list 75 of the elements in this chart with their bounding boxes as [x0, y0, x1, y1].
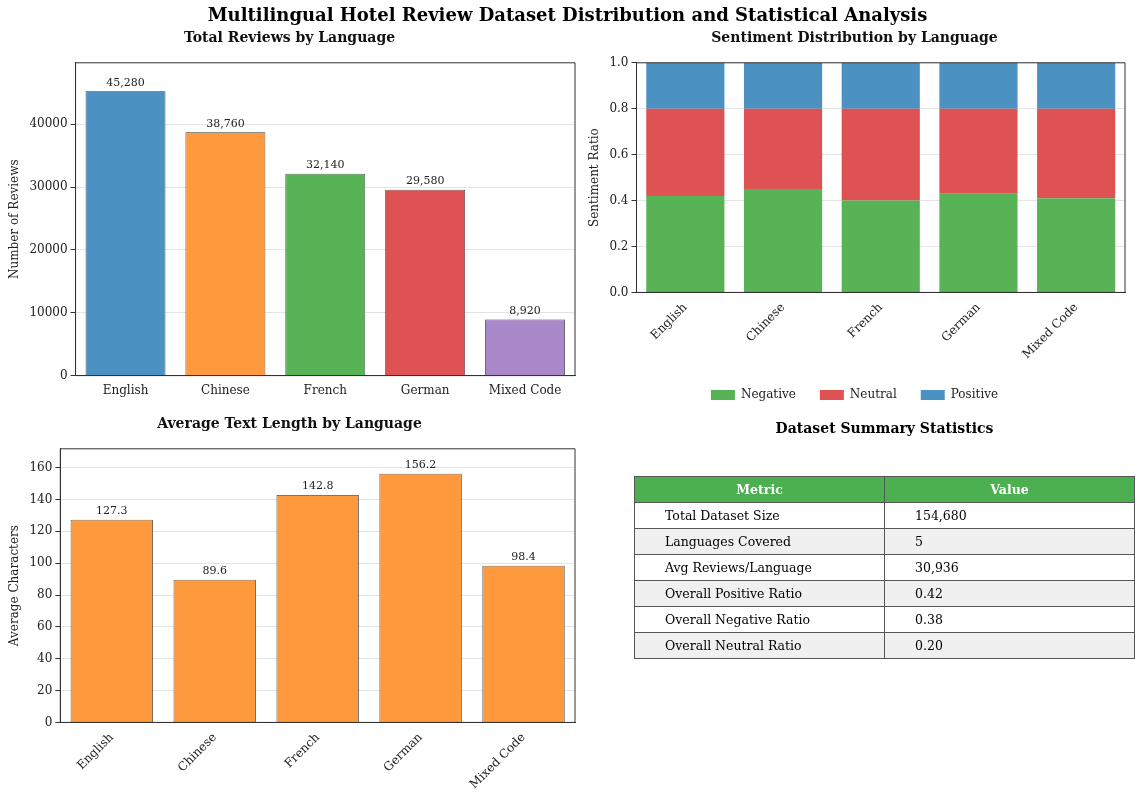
- bar: [1037, 108, 1116, 199]
- bar: [743, 62, 823, 109]
- bar: [939, 108, 1018, 194]
- data-label: 127.3: [96, 504, 128, 518]
- text: 0.38: [915, 612, 943, 627]
- data-label: 156.2: [404, 458, 437, 472]
- data-label: 98.4: [511, 550, 536, 564]
- category-label: Total Dataset Size: [634, 502, 885, 529]
- y-tick-label: 0.8: [609, 100, 629, 115]
- y-tick-label: 60: [37, 618, 53, 633]
- y-tick-label: 0.4: [609, 192, 629, 207]
- y-tick-label: 120: [29, 523, 53, 538]
- x-tick-label: Chinese: [200, 382, 250, 397]
- bar: [1037, 62, 1116, 109]
- data-label: 29,580: [405, 174, 445, 188]
- category-label: Avg Reviews/Language: [634, 554, 885, 581]
- category-label: Overall Positive Ratio: [634, 580, 885, 607]
- bar: [743, 108, 823, 190]
- text: Multilingual Hotel Review Dataset Distribution and Statistical Analysis: [206, 4, 929, 25]
- y-tick-label: 0.6: [609, 146, 629, 161]
- x-tick-label: German: [400, 382, 450, 397]
- bar: [841, 62, 920, 109]
- text: 0.20: [915, 638, 943, 653]
- data-label: 89.6: [202, 564, 227, 578]
- bar: [646, 195, 725, 292]
- x-tick-label: English: [102, 382, 149, 397]
- bar: [646, 62, 725, 109]
- y-axis-title: Sentiment Ratio: [587, 128, 602, 228]
- y-tick-label: 140: [29, 491, 53, 506]
- data-label: 142.8: [301, 479, 334, 493]
- y-axis-title: Number of Reviews: [7, 159, 22, 280]
- bar: [939, 193, 1018, 292]
- text: 5: [915, 534, 923, 549]
- category-label: Languages Covered: [634, 528, 885, 555]
- y-tick-label: 100: [29, 555, 53, 570]
- y-tick-label: 30000: [29, 179, 68, 194]
- y-tick-label: 40: [37, 650, 53, 665]
- legend-label: Positive: [950, 387, 999, 402]
- x-tick-label: Mixed Code: [488, 382, 562, 397]
- bar: [646, 108, 725, 196]
- y-tick-label: 80: [37, 587, 53, 602]
- y-tick-label: 20: [37, 682, 53, 697]
- data-label: 32,140: [306, 158, 345, 172]
- text: Metric: [634, 476, 885, 503]
- data-label: 8,920: [509, 303, 541, 317]
- y-tick-label: 0: [44, 714, 53, 729]
- y-tick-label: 160: [29, 459, 53, 474]
- y-tick-label: 40000: [29, 116, 68, 131]
- bar: [841, 108, 920, 201]
- y-axis-title: Average Characters: [7, 525, 22, 648]
- category-label: Overall Neutral Ratio: [634, 632, 885, 659]
- text: 0.42: [915, 586, 943, 601]
- legend-label: Negative: [740, 387, 796, 402]
- y-tick-label: 10000: [29, 304, 68, 319]
- legend-label: Neutral: [849, 387, 897, 402]
- category-label: Overall Negative Ratio: [634, 606, 885, 633]
- text: Dataset Summary Statistics: [774, 420, 995, 436]
- y-tick-label: 20000: [29, 242, 68, 257]
- bar: [1037, 198, 1116, 292]
- chart-title: Sentiment Distribution by Language: [711, 29, 998, 46]
- y-tick-label: 0.2: [609, 238, 629, 253]
- chart-title: Total Reviews by Language: [183, 29, 396, 46]
- y-tick-label: 1.0: [609, 54, 629, 69]
- text: Value: [884, 476, 1135, 503]
- bar: [939, 62, 1018, 109]
- text: 154,680: [915, 508, 967, 523]
- bar: [841, 200, 920, 292]
- x-tick-label: French: [303, 382, 348, 397]
- text: 30,936: [915, 560, 959, 575]
- y-tick-label: 0.0: [609, 284, 629, 299]
- bar: [743, 189, 823, 292]
- data-label: 38,760: [206, 116, 245, 130]
- y-tick-label: 0: [59, 367, 68, 382]
- data-label: 45,280: [106, 75, 145, 89]
- chart-title: Average Text Length by Language: [156, 415, 422, 432]
